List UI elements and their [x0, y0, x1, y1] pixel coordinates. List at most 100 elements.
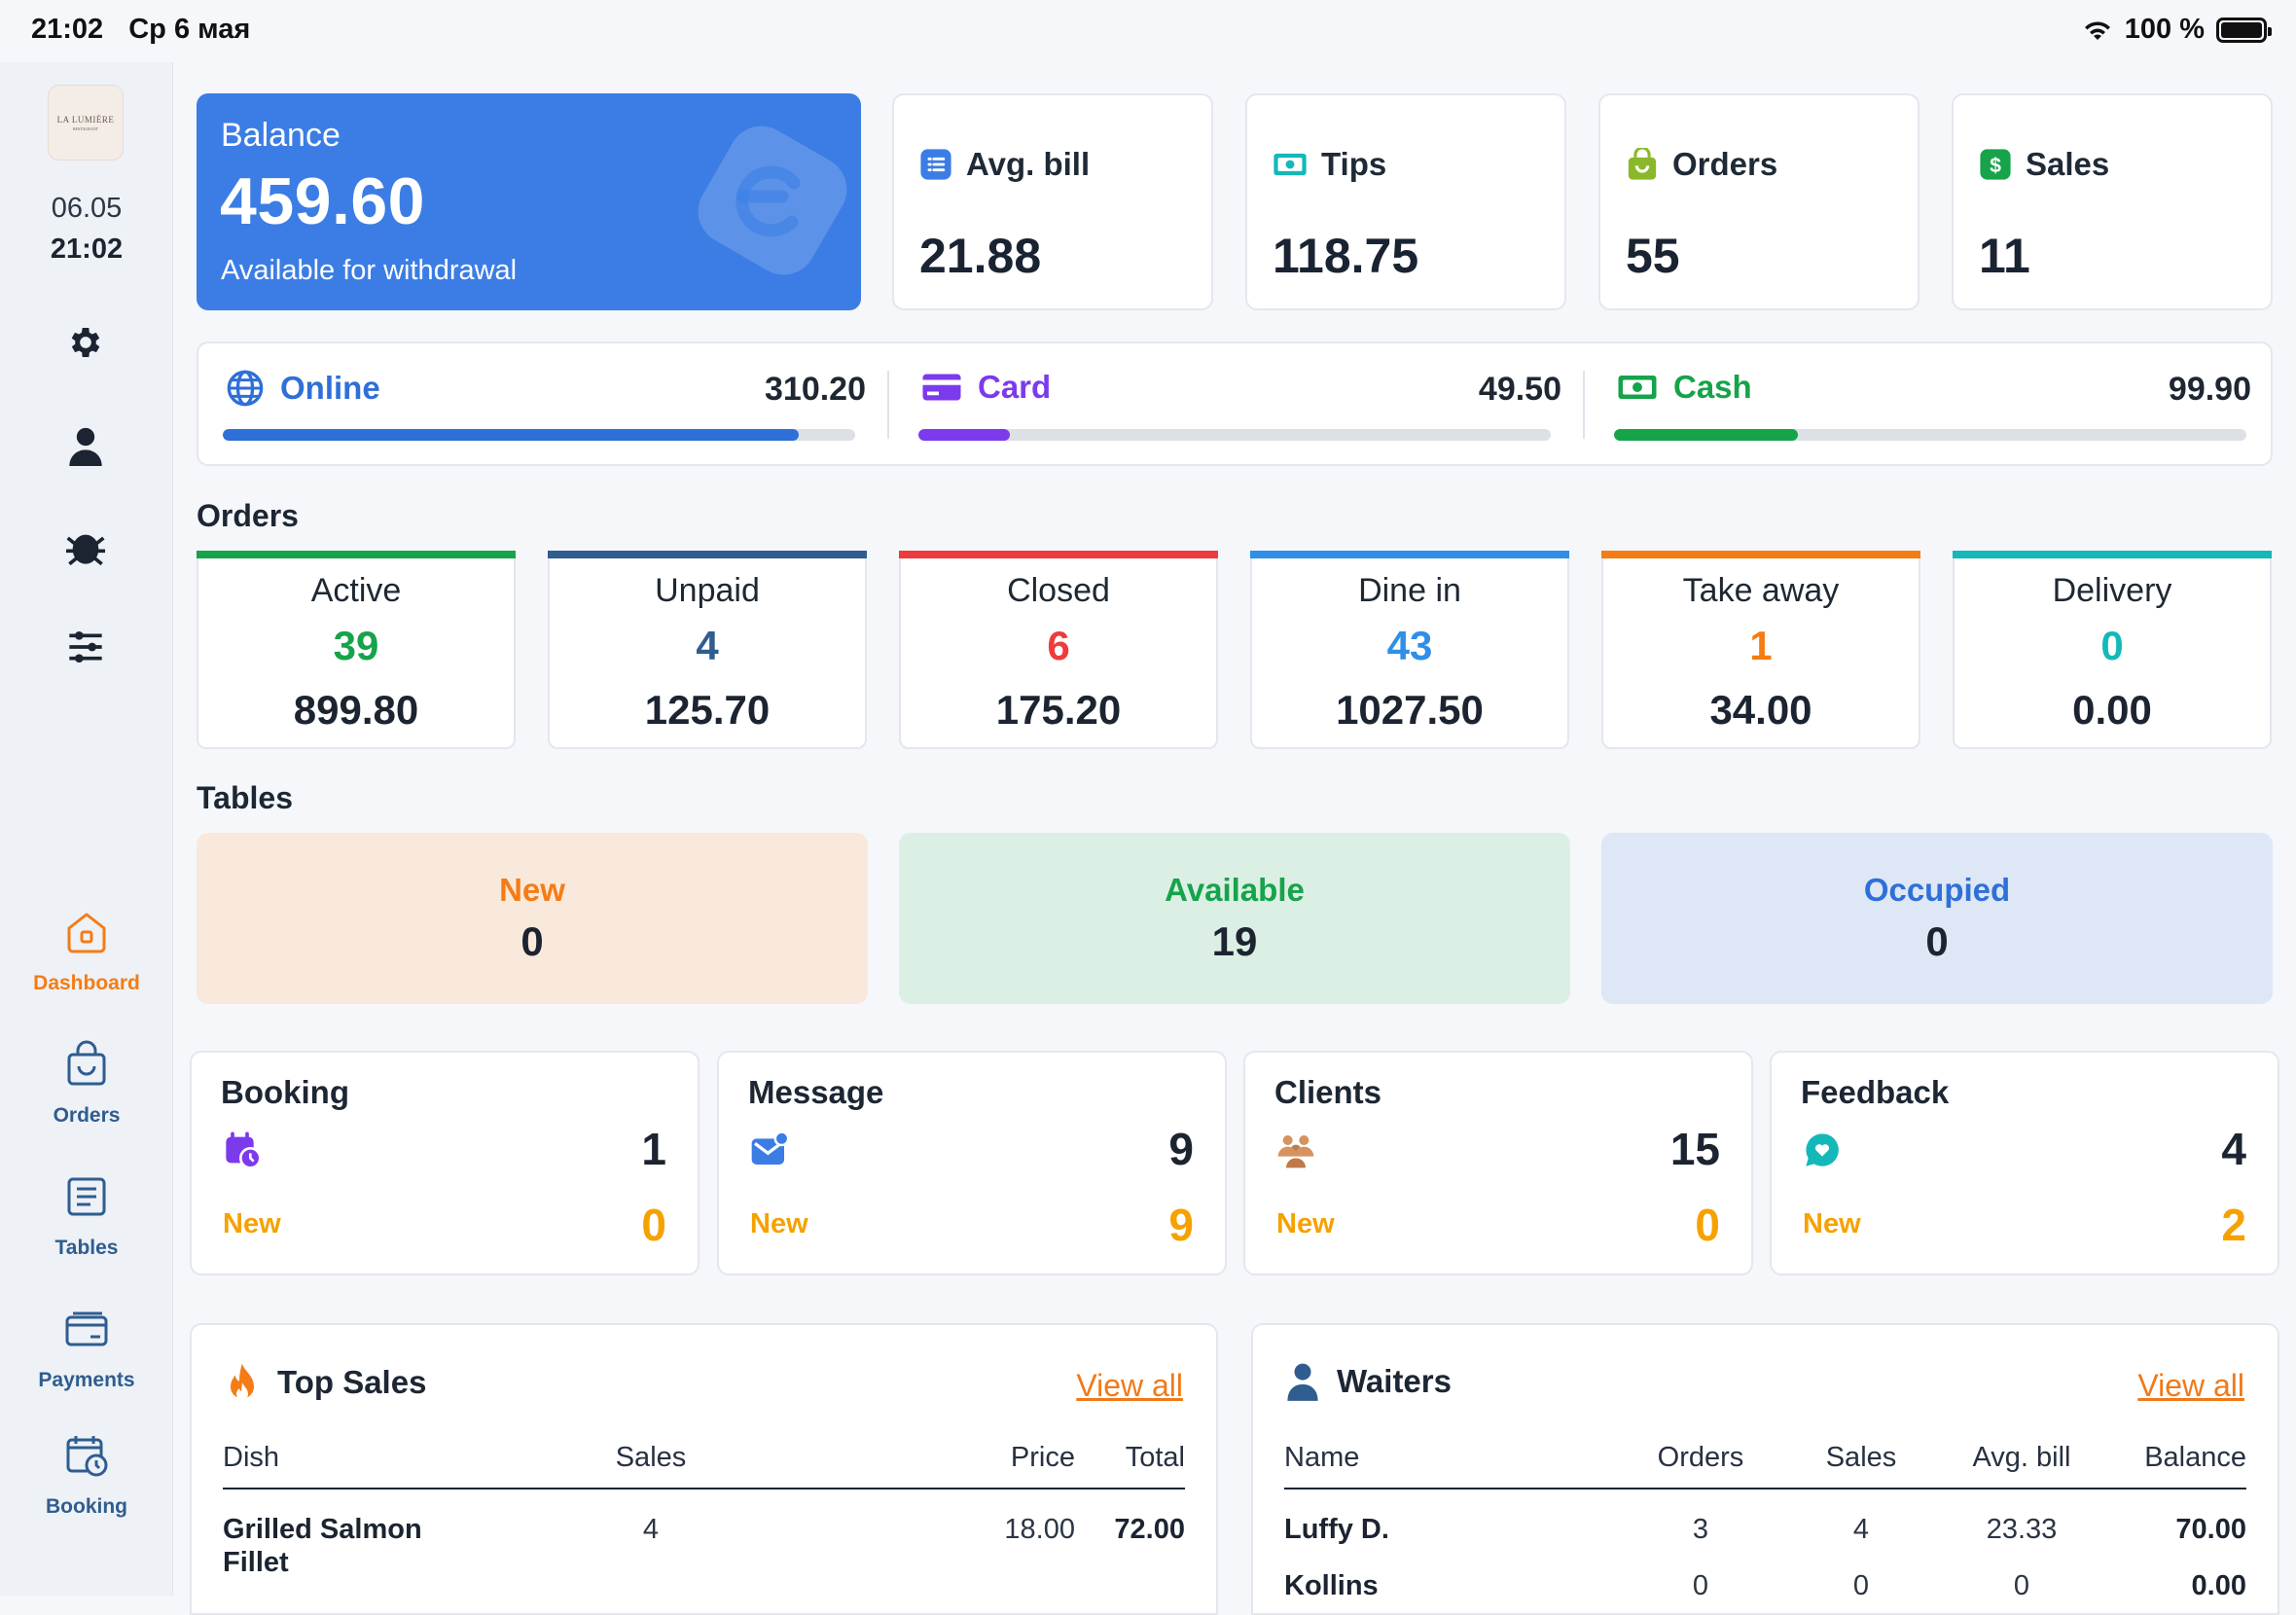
- payment-progress: [918, 429, 1551, 441]
- table-card-label: Available: [1165, 872, 1305, 908]
- balance-subtitle: Available for withdrawal: [221, 255, 518, 286]
- payment-progress-fill: [918, 429, 1011, 441]
- table-card-available[interactable]: Available 19: [899, 833, 1570, 1004]
- column-header-avg-bill: Avg. bill: [1972, 1442, 2071, 1473]
- cell-orders: 3: [1692, 1514, 1709, 1545]
- stat-label: Orders: [1672, 146, 1778, 182]
- nav-tables-label: Tables: [54, 1237, 119, 1259]
- stat-value: 21.88: [919, 229, 1042, 283]
- order-card-dine-in[interactable]: Dine in 43 1027.50: [1250, 551, 1569, 749]
- order-card-delivery[interactable]: Delivery 0 0.00: [1953, 551, 2272, 749]
- user-icon[interactable]: [63, 424, 108, 469]
- stat-value: 55: [1626, 229, 1680, 283]
- order-card-amount: 1027.50: [1336, 687, 1484, 733]
- card-count: 15: [1669, 1124, 1720, 1174]
- new-count: 0: [641, 1200, 666, 1250]
- order-card-count: 4: [696, 623, 719, 668]
- stat-card-sales[interactable]: $ Sales 11: [1952, 93, 2273, 310]
- sidebar: LA LUMIÈRE RESTAURANT 06.05 21:02 Dashbo…: [0, 62, 173, 1596]
- clients-card[interactable]: Clients 15 New 0: [1243, 1051, 1753, 1275]
- balance-label: Balance: [221, 117, 341, 154]
- restaurant-logo[interactable]: LA LUMIÈRE RESTAURANT: [48, 85, 124, 161]
- stat-card-orders[interactable]: Orders 55: [1598, 93, 1919, 310]
- person-icon: [1287, 1363, 1318, 1401]
- order-card-count: 43: [1386, 623, 1433, 668]
- payment-methods-panel: Online 310.20 Card 49.50 Cash 99.90: [197, 341, 2273, 466]
- message-card[interactable]: Message 9 New 9: [717, 1051, 1227, 1275]
- column-header-sales: Sales: [1825, 1442, 1897, 1473]
- order-card-unpaid[interactable]: Unpaid 4 125.70: [548, 551, 867, 749]
- bug-icon[interactable]: [63, 525, 108, 570]
- sliders-icon[interactable]: [63, 625, 108, 669]
- nav-tables[interactable]: Tables: [0, 1171, 173, 1260]
- cell-balance: 70.00: [2175, 1514, 2246, 1545]
- sidebar-date: 06.05: [51, 193, 123, 224]
- card-accent-bar: [197, 551, 516, 558]
- payment-value: 310.20: [765, 371, 866, 408]
- stat-label: Tips: [1321, 146, 1387, 182]
- orders-section-title: Orders: [197, 498, 299, 533]
- stat-card-tips[interactable]: Tips 118.75: [1245, 93, 1566, 310]
- nav-payments-label: Payments: [38, 1369, 135, 1391]
- card-accent-bar: [1250, 551, 1569, 558]
- stat-value: 118.75: [1273, 229, 1419, 283]
- payment-value: 49.50: [1478, 371, 1561, 408]
- card-count: 1: [641, 1124, 666, 1174]
- people-icon: [1277, 1135, 1314, 1168]
- nav-booking[interactable]: Booking: [0, 1430, 173, 1519]
- waiters-panel: Waiters View all Name Orders Sales Avg. …: [1251, 1323, 2279, 1615]
- nav-dashboard-label: Dashboard: [33, 972, 140, 994]
- cell-dish-line2: Fillet: [223, 1547, 289, 1578]
- cell-name: Kollins: [1284, 1570, 1379, 1601]
- card-count: 9: [1168, 1124, 1194, 1174]
- order-card-amount: 34.00: [1709, 687, 1812, 733]
- order-card-closed[interactable]: Closed 6 175.20: [899, 551, 1218, 749]
- new-label: New: [223, 1208, 281, 1239]
- cash-icon: [1618, 376, 1657, 399]
- dollar-icon: $: [1980, 149, 2011, 180]
- order-card-take-away[interactable]: Take away 1 34.00: [1601, 551, 1920, 749]
- top-sales-panel: Top Sales View all Dish Sales Price Tota…: [190, 1323, 1218, 1615]
- card-title: Clients: [1274, 1074, 1382, 1110]
- order-card-active[interactable]: Active 39 899.80: [197, 551, 516, 749]
- mail-icon: [751, 1130, 789, 1165]
- order-card-count: 6: [1047, 623, 1070, 668]
- table-card-occupied[interactable]: Occupied 0: [1601, 833, 2273, 1004]
- payment-card[interactable]: Card 49.50: [894, 343, 1585, 466]
- top-sales-view-all-link[interactable]: View all: [1076, 1368, 1183, 1403]
- cell-avg-bill: 23.33: [1986, 1514, 2058, 1545]
- balance-card[interactable]: Balance 459.60 Available for withdrawal: [197, 93, 861, 310]
- booking-card[interactable]: Booking 1 New 0: [190, 1051, 700, 1275]
- feedback-card[interactable]: Feedback 4 New 2: [1770, 1051, 2279, 1275]
- order-card-label: Closed: [1007, 572, 1110, 609]
- order-card-label: Dine in: [1358, 572, 1461, 609]
- order-card-count: 1: [1749, 623, 1773, 668]
- stat-card-avg-bill[interactable]: Avg. bill 21.88: [892, 93, 1213, 310]
- globe-icon: [227, 370, 264, 407]
- stat-label: Avg. bill: [966, 146, 1091, 182]
- nav-dashboard[interactable]: Dashboard: [0, 907, 173, 995]
- nav-payments[interactable]: Payments: [0, 1304, 173, 1392]
- card-accent-bar: [1953, 551, 2272, 558]
- waiters-view-all-link[interactable]: View all: [2137, 1368, 2244, 1403]
- payment-progress-fill: [1614, 429, 1798, 441]
- nav-orders[interactable]: Orders: [0, 1039, 173, 1128]
- status-time: 21:02: [31, 14, 104, 45]
- status-bar: 21:02 Ср 6 мая 100 %: [0, 0, 2296, 62]
- table-card-new[interactable]: New 0: [197, 833, 868, 1004]
- euro-coin-icon: [698, 126, 847, 275]
- payment-progress: [223, 429, 855, 441]
- column-header-dish: Dish: [223, 1442, 280, 1473]
- cell-sales: 4: [1852, 1514, 1870, 1545]
- payment-progress: [1614, 429, 2246, 441]
- order-card-count: 0: [2100, 623, 2124, 668]
- order-card-label: Active: [310, 572, 402, 609]
- payment-online[interactable]: Online 310.20: [198, 343, 889, 466]
- svg-text:$: $: [1990, 154, 2001, 177]
- gear-icon[interactable]: [63, 320, 108, 365]
- payment-cash[interactable]: Cash 99.90: [1590, 343, 2275, 466]
- card-accent-bar: [1601, 551, 1920, 558]
- divider: [1583, 371, 1585, 439]
- order-card-label: Delivery: [2052, 572, 2172, 609]
- table-card-count: 0: [1925, 918, 1949, 964]
